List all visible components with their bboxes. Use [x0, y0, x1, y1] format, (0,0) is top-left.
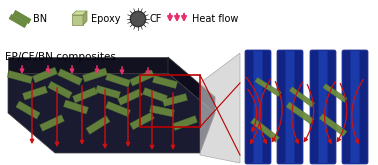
- FancyBboxPatch shape: [359, 51, 367, 163]
- Polygon shape: [251, 118, 279, 142]
- Polygon shape: [13, 10, 31, 24]
- FancyBboxPatch shape: [278, 51, 285, 163]
- Text: Heat flow: Heat flow: [192, 14, 239, 24]
- Polygon shape: [105, 101, 130, 117]
- Polygon shape: [58, 69, 82, 85]
- FancyBboxPatch shape: [311, 51, 319, 163]
- Polygon shape: [64, 100, 88, 114]
- Polygon shape: [152, 76, 178, 88]
- Polygon shape: [23, 86, 48, 100]
- Text: CF: CF: [150, 14, 163, 24]
- FancyBboxPatch shape: [245, 50, 271, 164]
- Polygon shape: [130, 112, 154, 130]
- Polygon shape: [48, 81, 72, 99]
- Polygon shape: [319, 114, 347, 136]
- Text: Epoxy: Epoxy: [91, 14, 121, 24]
- Polygon shape: [72, 15, 83, 25]
- Polygon shape: [86, 116, 110, 134]
- Polygon shape: [323, 84, 347, 102]
- Polygon shape: [8, 57, 168, 73]
- Polygon shape: [200, 53, 240, 163]
- Polygon shape: [172, 116, 197, 130]
- FancyBboxPatch shape: [246, 51, 254, 163]
- Polygon shape: [118, 89, 143, 105]
- Polygon shape: [83, 11, 87, 25]
- Polygon shape: [9, 14, 27, 28]
- FancyBboxPatch shape: [294, 51, 302, 163]
- Circle shape: [131, 12, 145, 26]
- Bar: [140, 75, 200, 127]
- FancyBboxPatch shape: [277, 50, 303, 164]
- Polygon shape: [150, 105, 175, 117]
- Text: EP/CF/BN composites: EP/CF/BN composites: [5, 52, 116, 62]
- FancyBboxPatch shape: [310, 50, 336, 164]
- FancyBboxPatch shape: [342, 50, 368, 164]
- Polygon shape: [8, 73, 215, 153]
- Polygon shape: [105, 73, 130, 87]
- Polygon shape: [33, 67, 57, 83]
- Polygon shape: [40, 115, 64, 131]
- Text: BN: BN: [33, 14, 47, 24]
- Polygon shape: [96, 85, 121, 99]
- Polygon shape: [143, 88, 167, 102]
- FancyBboxPatch shape: [262, 51, 270, 163]
- Polygon shape: [82, 68, 107, 82]
- Polygon shape: [163, 94, 187, 106]
- FancyBboxPatch shape: [327, 51, 335, 163]
- Polygon shape: [168, 57, 215, 113]
- Polygon shape: [73, 87, 98, 103]
- Polygon shape: [289, 87, 315, 107]
- Polygon shape: [255, 77, 281, 97]
- Polygon shape: [16, 101, 40, 119]
- Polygon shape: [130, 70, 154, 86]
- Circle shape: [130, 11, 146, 27]
- FancyBboxPatch shape: [343, 51, 350, 163]
- Polygon shape: [286, 102, 314, 124]
- Polygon shape: [8, 70, 33, 83]
- Polygon shape: [72, 11, 87, 15]
